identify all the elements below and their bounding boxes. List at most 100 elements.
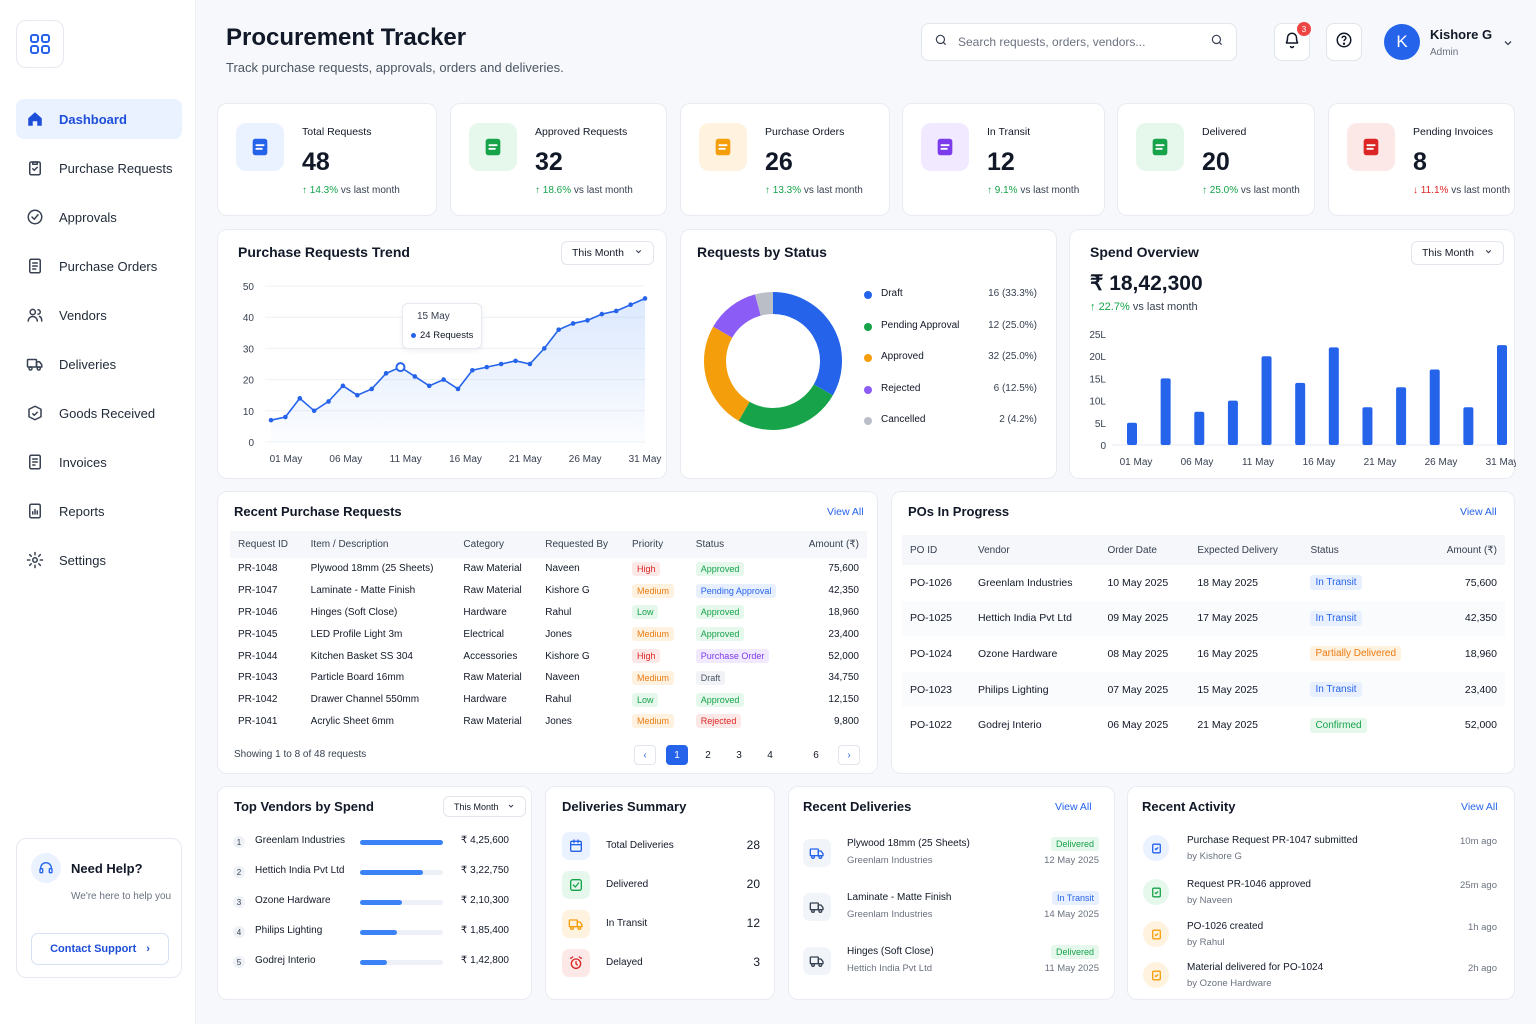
table-row[interactable]: PR-1046 Hinges (Soft Close) Hardware Rahul L… bbox=[230, 602, 867, 624]
table-row[interactable]: PR-1043 Particle Board 16mm Raw Material Na… bbox=[230, 667, 867, 689]
list-item[interactable]: 1 Greenlam Industries ₹ 4,25,600 bbox=[218, 835, 533, 855]
sidebar-item-dashboard[interactable]: Dashboard bbox=[16, 99, 182, 139]
table-row[interactable]: PR-1045 LED Profile Light 3m Electrical Jon… bbox=[230, 623, 867, 645]
sidebar-item-reports[interactable]: Reports bbox=[16, 491, 182, 531]
list-item[interactable]: Hinges (Soft Close) Hettich India Pvt Ltd… bbox=[789, 943, 1116, 983]
trend-point[interactable] bbox=[426, 383, 432, 389]
donut-slice-pending-approval[interactable] bbox=[738, 383, 833, 430]
list-item[interactable]: 5 Godrej Interio ₹ 1,42,800 bbox=[218, 955, 533, 975]
trend-point[interactable] bbox=[297, 396, 303, 401]
trend-point[interactable] bbox=[369, 386, 374, 392]
list-item[interactable]: Purchase Request PR-1047 submitted by Kis… bbox=[1128, 835, 1516, 869]
trend-point[interactable] bbox=[585, 318, 590, 323]
list-item[interactable]: 4 Philips Lighting ₹ 1,85,400 bbox=[218, 925, 533, 945]
page-button[interactable]: 6 bbox=[813, 749, 819, 761]
spend-bar[interactable] bbox=[1194, 411, 1205, 445]
trend-point[interactable] bbox=[340, 383, 346, 389]
spend-bar[interactable] bbox=[1362, 407, 1373, 445]
trend-point[interactable] bbox=[412, 374, 418, 379]
spend-bar[interactable] bbox=[1463, 407, 1474, 445]
list-item[interactable]: Material delivered for PO-1024 by Ozone H… bbox=[1128, 962, 1516, 996]
pos-view-all-link[interactable]: View All bbox=[1460, 506, 1497, 518]
sidebar-item-settings[interactable]: Settings bbox=[16, 540, 182, 580]
trend-point[interactable] bbox=[355, 392, 360, 398]
table-row[interactable]: PR-1042 Drawer Channel 550mm Hardware Rahul… bbox=[230, 689, 867, 711]
user-name[interactable]: Kishore G bbox=[1430, 27, 1493, 42]
pos-column-header[interactable]: Order Date bbox=[1107, 544, 1157, 556]
requests-view-all-link[interactable]: View All bbox=[827, 506, 864, 518]
requests-column-header[interactable]: Category bbox=[463, 539, 504, 550]
pos-column-header[interactable]: PO ID bbox=[910, 544, 938, 556]
trend-point[interactable] bbox=[498, 361, 504, 367]
table-row[interactable]: PO-1026 Greenlam Industries 10 May 2025 18 … bbox=[902, 565, 1505, 601]
kpi-card-delivered[interactable]: Delivered 20 ↑ 25.0% vs last month bbox=[1117, 103, 1315, 216]
trend-point[interactable] bbox=[527, 361, 533, 367]
table-row[interactable]: PR-1041 Acrylic Sheet 6mm Raw Material Jone… bbox=[230, 711, 867, 733]
spend-bar[interactable] bbox=[1227, 400, 1238, 445]
trend-point[interactable] bbox=[326, 399, 331, 404]
user-menu-chevron-down-icon[interactable] bbox=[1502, 36, 1514, 54]
recent-deliveries-view-all-link[interactable]: View All bbox=[1055, 801, 1092, 813]
pos-column-header[interactable]: Vendor bbox=[977, 544, 1010, 556]
spend-bar[interactable] bbox=[1497, 345, 1507, 445]
sidebar-item-goods-received[interactable]: Goods Received bbox=[16, 393, 182, 433]
list-item[interactable]: In Transit 12 bbox=[546, 910, 776, 938]
spend-range-dropdown[interactable]: This Month bbox=[1411, 241, 1504, 265]
spend-bar[interactable] bbox=[1261, 356, 1272, 445]
list-item[interactable]: Request PR-1046 approved by Naveen 25m ago bbox=[1128, 879, 1516, 913]
spend-bar[interactable] bbox=[1160, 378, 1171, 445]
trend-range-dropdown[interactable]: This Month bbox=[561, 241, 654, 265]
kpi-card-approved-requests[interactable]: Approved Requests 32 ↑ 18.6% vs last month bbox=[450, 103, 667, 216]
sidebar-item-invoices[interactable]: Invoices bbox=[16, 442, 182, 482]
trend-point[interactable] bbox=[268, 417, 274, 423]
pos-column-header[interactable]: Status bbox=[1310, 544, 1339, 556]
requests-column-header[interactable]: Request ID bbox=[238, 539, 289, 550]
sidebar-item-approvals[interactable]: Approvals bbox=[16, 197, 182, 237]
page-button[interactable]: 2 bbox=[705, 749, 711, 761]
trend-point[interactable] bbox=[455, 386, 461, 392]
trend-point[interactable] bbox=[513, 358, 518, 364]
table-row[interactable]: PR-1044 Kitchen Basket SS 304 Accessories K… bbox=[230, 645, 867, 667]
vendors-range-dropdown[interactable]: This Month bbox=[443, 796, 526, 817]
list-item[interactable]: Delivered 20 bbox=[546, 871, 776, 899]
requests-column-header[interactable]: Status bbox=[695, 539, 725, 550]
spend-bar[interactable] bbox=[1429, 369, 1440, 445]
requests-column-header[interactable]: Requested By bbox=[545, 539, 609, 550]
spend-bar[interactable] bbox=[1328, 347, 1339, 445]
spend-bar[interactable] bbox=[1396, 387, 1407, 445]
list-item[interactable]: Plywood 18mm (25 Sheets) Greenlam Industr… bbox=[789, 835, 1116, 875]
trend-point[interactable] bbox=[570, 321, 576, 326]
trend-point[interactable] bbox=[283, 414, 288, 420]
app-logo-icon[interactable] bbox=[16, 20, 64, 68]
trend-point[interactable] bbox=[383, 371, 389, 376]
trend-point[interactable] bbox=[642, 296, 648, 301]
table-row[interactable]: PO-1024 Ozone Hardware 08 May 2025 16 May 2… bbox=[902, 636, 1505, 672]
trend-point[interactable] bbox=[542, 346, 547, 351]
table-row[interactable]: PR-1047 Laminate - Matte Finish Raw Materi… bbox=[230, 580, 867, 602]
sidebar-item-deliveries[interactable]: Deliveries bbox=[16, 344, 182, 384]
kpi-card-pending-invoices[interactable]: Pending Invoices 8 ↓ 11.1% vs last month bbox=[1328, 103, 1515, 216]
list-item[interactable]: 2 Hettich India Pvt Ltd ₹ 3,22,750 bbox=[218, 865, 533, 885]
spend-bar[interactable] bbox=[1295, 382, 1306, 445]
kpi-card-total-requests[interactable]: Total Requests 48 ↑ 14.3% vs last month bbox=[217, 103, 437, 216]
requests-column-header[interactable]: Item / Description bbox=[310, 539, 389, 550]
trend-point[interactable] bbox=[395, 362, 406, 373]
list-item[interactable]: 3 Ozone Hardware ₹ 2,10,300 bbox=[218, 895, 533, 915]
trend-point[interactable] bbox=[441, 377, 446, 382]
table-row[interactable]: PO-1023 Philips Lighting 07 May 2025 15 May… bbox=[902, 671, 1505, 708]
donut-slice-approved[interactable] bbox=[704, 326, 751, 421]
kpi-card-purchase-orders[interactable]: Purchase Orders 26 ↑ 13.3% vs last month bbox=[680, 103, 890, 216]
chevron-right-icon[interactable]: › bbox=[838, 745, 860, 765]
page-button[interactable]: 1 bbox=[666, 745, 688, 765]
trend-point[interactable] bbox=[599, 311, 605, 317]
trend-point[interactable] bbox=[628, 302, 633, 308]
pos-column-header[interactable]: Expected Delivery bbox=[1197, 544, 1278, 556]
sidebar-item-purchase-orders[interactable]: Purchase Orders bbox=[16, 246, 182, 286]
help-button[interactable] bbox=[1326, 23, 1362, 61]
trend-point[interactable] bbox=[613, 308, 619, 314]
trend-point[interactable] bbox=[470, 367, 475, 373]
avatar[interactable]: K bbox=[1384, 24, 1420, 60]
search-submit-icon[interactable] bbox=[1210, 33, 1224, 52]
sidebar-item-vendors[interactable]: Vendors bbox=[16, 295, 182, 335]
kpi-card-in-transit[interactable]: In Transit 12 ↑ 9.1% vs last month bbox=[902, 103, 1105, 216]
